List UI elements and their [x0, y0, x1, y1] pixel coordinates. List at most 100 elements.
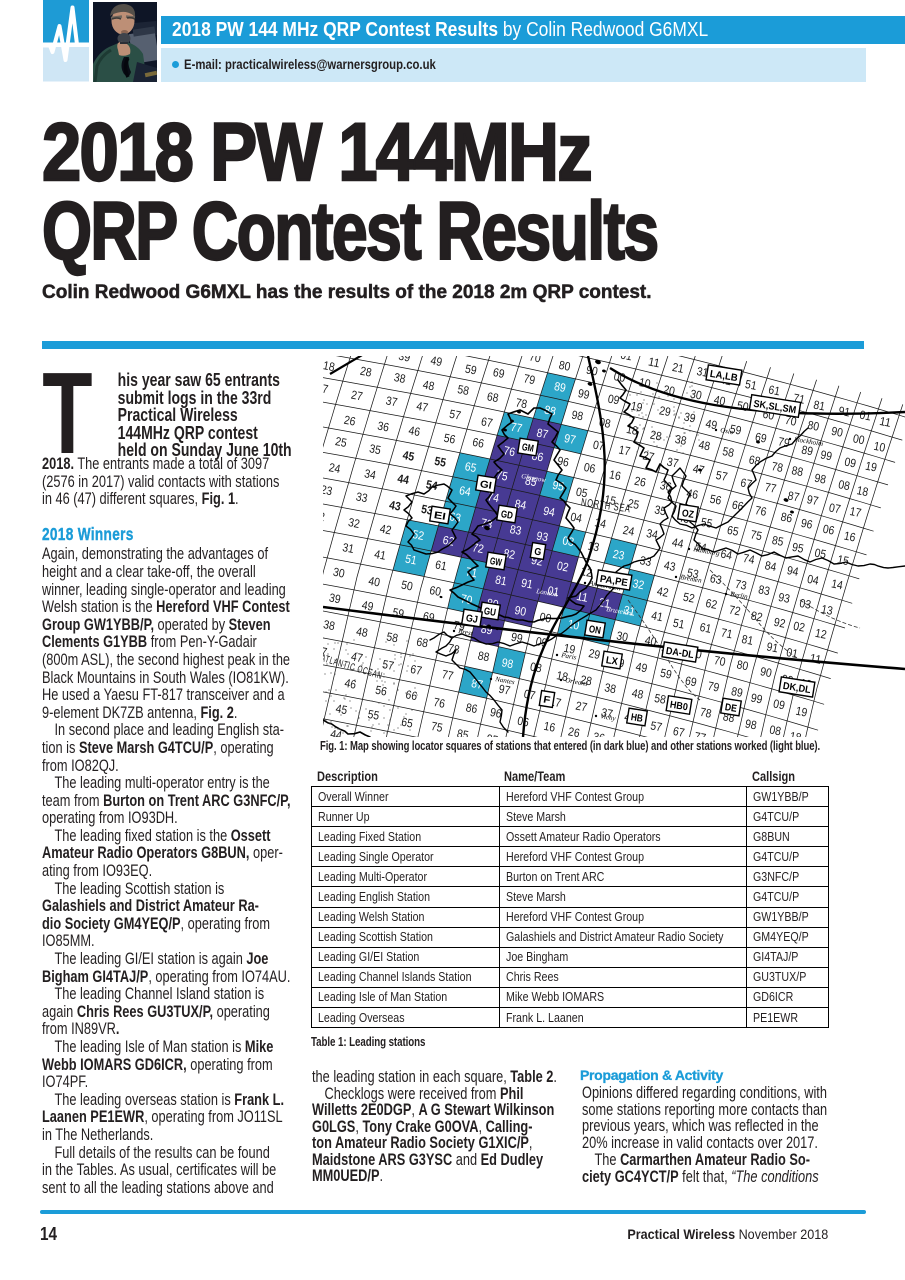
svg-text:77: 77 [764, 480, 778, 496]
svg-text:51: 51 [672, 616, 686, 632]
svg-text:37: 37 [323, 643, 329, 659]
svg-text:LA,LB: LA,LB [709, 369, 738, 384]
svg-text:46: 46 [343, 676, 357, 692]
svg-text:94: 94 [542, 504, 556, 520]
svg-text:71: 71 [465, 564, 479, 580]
svg-text:93: 93 [777, 590, 791, 606]
svg-text:47: 47 [415, 399, 429, 415]
svg-text:74: 74 [486, 489, 500, 505]
svg-text:19: 19 [795, 704, 809, 720]
svg-text:77: 77 [509, 420, 523, 436]
svg-text:39: 39 [328, 590, 342, 606]
svg-text:09: 09 [772, 696, 786, 712]
svg-text:86: 86 [780, 510, 794, 526]
svg-text:48: 48 [355, 624, 369, 640]
svg-text:99: 99 [819, 447, 833, 463]
svg-text:42: 42 [656, 584, 670, 600]
svg-text:LX: LX [605, 655, 619, 668]
svg-text:81: 81 [494, 573, 508, 589]
svg-text:56: 56 [374, 683, 388, 699]
svg-text:98: 98 [813, 471, 827, 487]
svg-text:Brest: Brest [458, 627, 475, 638]
svg-text:25: 25 [334, 434, 348, 450]
svg-text:79: 79 [522, 371, 536, 387]
svg-text:61: 61 [434, 557, 448, 573]
svg-text:98: 98 [501, 655, 515, 671]
svg-text:76: 76 [432, 695, 446, 711]
svg-text:42: 42 [379, 521, 393, 537]
svg-text:05: 05 [813, 546, 827, 562]
svg-text:91: 91 [593, 356, 607, 358]
svg-text:PA,PE: PA,PE [599, 574, 629, 589]
svg-text:24: 24 [622, 523, 636, 539]
svg-text:51: 51 [744, 377, 758, 393]
svg-text:37: 37 [600, 705, 614, 721]
svg-text:27: 27 [642, 448, 656, 464]
svg-text:GD: GD [500, 509, 514, 522]
svg-text:68: 68 [748, 452, 762, 468]
svg-text:49: 49 [429, 356, 443, 369]
svg-text:80: 80 [806, 418, 820, 434]
svg-text:95: 95 [551, 478, 565, 494]
svg-text:89: 89 [730, 684, 744, 700]
svg-text:98: 98 [570, 408, 584, 424]
svg-text:32: 32 [631, 576, 645, 592]
svg-text:76: 76 [502, 443, 516, 459]
svg-text:21: 21 [671, 360, 685, 376]
svg-text:34: 34 [363, 466, 377, 482]
svg-text:50: 50 [400, 578, 414, 594]
svg-text:47: 47 [350, 649, 364, 665]
svg-text:28: 28 [579, 673, 593, 689]
svg-text:57: 57 [715, 468, 729, 484]
svg-text:44: 44 [671, 535, 685, 551]
svg-text:67: 67 [672, 724, 686, 737]
svg-text:30: 30 [615, 628, 629, 644]
svg-text:30: 30 [689, 387, 703, 403]
svg-text:70: 70 [528, 356, 542, 365]
svg-text:85: 85 [524, 473, 538, 489]
svg-text:08: 08 [768, 722, 782, 737]
svg-text:91: 91 [765, 639, 779, 655]
svg-text:77: 77 [693, 729, 707, 737]
svg-text:26: 26 [567, 724, 581, 737]
svg-text:Nantes: Nantes [494, 675, 516, 686]
svg-text:87: 87 [535, 426, 549, 442]
svg-text:71: 71 [720, 625, 734, 641]
svg-text:91: 91 [837, 404, 851, 420]
svg-text:33: 33 [639, 553, 653, 569]
svg-text:64: 64 [719, 547, 733, 563]
svg-text:38: 38 [674, 432, 688, 448]
svg-text:31: 31 [341, 540, 355, 556]
svg-text:53: 53 [686, 565, 700, 581]
svg-text:37: 37 [385, 394, 399, 410]
svg-text:24: 24 [328, 460, 342, 476]
svg-text:65: 65 [400, 715, 414, 731]
svg-text:38: 38 [323, 617, 336, 633]
svg-text:58: 58 [385, 629, 399, 645]
svg-text:81: 81 [812, 398, 826, 414]
svg-text:93: 93 [535, 529, 549, 545]
svg-text:72: 72 [728, 603, 742, 619]
svg-text:30: 30 [332, 565, 346, 581]
svg-text:55: 55 [367, 707, 381, 723]
svg-text:OZ: OZ [681, 508, 695, 521]
svg-text:ON: ON [588, 624, 602, 637]
svg-text:48: 48 [422, 377, 436, 393]
svg-text:27: 27 [350, 388, 364, 404]
svg-text:38: 38 [603, 680, 617, 696]
svg-text:91: 91 [520, 576, 534, 592]
svg-text:49: 49 [361, 598, 375, 614]
svg-text:87: 87 [718, 735, 732, 737]
svg-text:56: 56 [443, 431, 457, 447]
svg-text:DK,DL: DK,DL [782, 681, 811, 696]
svg-text:90: 90 [759, 664, 773, 680]
svg-text:90: 90 [513, 603, 527, 619]
svg-text:GW: GW [489, 556, 503, 569]
svg-text:DA-DL: DA-DL [665, 646, 694, 661]
svg-text:16: 16 [543, 719, 557, 735]
svg-text:35: 35 [653, 502, 667, 518]
svg-text:99: 99 [750, 691, 764, 707]
svg-text:67: 67 [409, 662, 423, 678]
svg-text:88: 88 [543, 403, 557, 419]
svg-text:GU: GU [483, 606, 497, 619]
